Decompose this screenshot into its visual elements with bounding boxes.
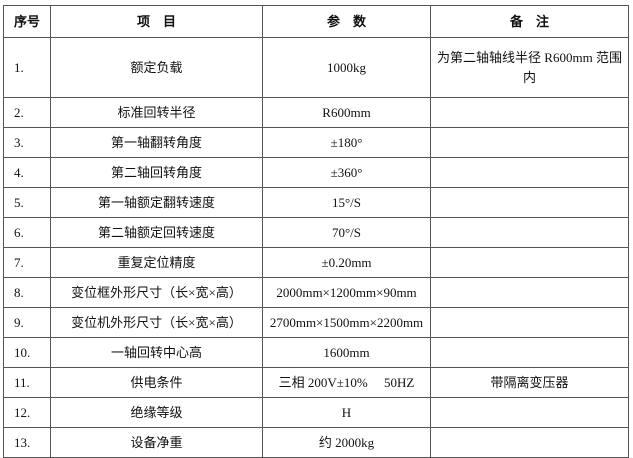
row-number: 3. bbox=[3, 127, 51, 158]
header-cell: 参 数 bbox=[262, 5, 431, 38]
note-cell: 带隔离变压器 bbox=[430, 367, 629, 398]
header-cell: 项 目 bbox=[50, 5, 263, 38]
item-cell: 额定负载 bbox=[50, 37, 263, 98]
row-number: 10. bbox=[3, 337, 51, 368]
row-number: 7. bbox=[3, 247, 51, 278]
note-cell bbox=[430, 397, 629, 428]
row-number: 1. bbox=[3, 37, 51, 98]
param-cell: ±180° bbox=[262, 127, 431, 158]
param-cell: 三相 200V±10% 50HZ bbox=[262, 367, 431, 398]
row-number: 11. bbox=[3, 367, 51, 398]
table-row: 5. 第一轴额定翻转速度 15°/S bbox=[3, 187, 629, 218]
row-number: 5. bbox=[3, 187, 51, 218]
table-row: 4. 第二轴回转角度 ±360° bbox=[3, 157, 629, 188]
header-cell: 备 注 bbox=[430, 5, 629, 38]
item-cell: 第一轴翻转角度 bbox=[50, 127, 263, 158]
param-cell: 15°/S bbox=[262, 187, 431, 218]
row-number: 12. bbox=[3, 397, 51, 428]
param-cell: H bbox=[262, 397, 431, 428]
table-row: 8. 变位框外形尺寸（长×宽×高） 2000mm×1200mm×90mm bbox=[3, 277, 629, 308]
item-cell: 变位机外形尺寸（长×宽×高） bbox=[50, 307, 263, 338]
param-cell: ±0.20mm bbox=[262, 247, 431, 278]
row-number: 2. bbox=[3, 97, 51, 128]
item-cell: 变位框外形尺寸（长×宽×高） bbox=[50, 277, 263, 308]
param-cell: 1600mm bbox=[262, 337, 431, 368]
item-cell: 第二轴回转角度 bbox=[50, 157, 263, 188]
item-cell: 一轴回转中心高 bbox=[50, 337, 263, 368]
row-number: 6. bbox=[3, 217, 51, 248]
header-row: 序号项 目参 数备 注 bbox=[3, 5, 629, 38]
note-cell bbox=[430, 187, 629, 218]
note-cell bbox=[430, 97, 629, 128]
header-cell: 序号 bbox=[3, 5, 51, 38]
note-cell bbox=[430, 217, 629, 248]
note-cell bbox=[430, 307, 629, 338]
note-cell bbox=[430, 337, 629, 368]
note-cell bbox=[430, 277, 629, 308]
param-cell: 2700mm×1500mm×2200mm bbox=[262, 307, 431, 338]
item-cell: 重复定位精度 bbox=[50, 247, 263, 278]
table-row: 3. 第一轴翻转角度 ±180° bbox=[3, 127, 629, 158]
note-cell bbox=[430, 127, 629, 158]
table-row: 13. 设备净重约 2000kg bbox=[3, 427, 629, 458]
table-row: 9. 变位机外形尺寸（长×宽×高） 2700mm×1500mm×2200mm bbox=[3, 307, 629, 338]
param-cell: 2000mm×1200mm×90mm bbox=[262, 277, 431, 308]
row-number: 9. bbox=[3, 307, 51, 338]
item-cell: 第一轴额定翻转速度 bbox=[50, 187, 263, 218]
table-row: 12. 绝缘等级 H bbox=[3, 397, 629, 428]
row-number: 4. bbox=[3, 157, 51, 188]
item-cell: 绝缘等级 bbox=[50, 397, 263, 428]
note-cell: 为第二轴轴线半径 R600mm 范围内 bbox=[430, 37, 629, 98]
table-row: 2. 标准回转半径 R600mm bbox=[3, 97, 629, 128]
table-row: 11. 供电条件 三相 200V±10% 50HZ 带隔离变压器 bbox=[3, 367, 629, 398]
param-cell: ±360° bbox=[262, 157, 431, 188]
table-row: 10. 一轴回转中心高 1600mm bbox=[3, 337, 629, 368]
item-cell: 设备净重 bbox=[50, 427, 263, 458]
param-cell: 约 2000kg bbox=[262, 427, 431, 458]
item-cell: 供电条件 bbox=[50, 367, 263, 398]
item-cell: 标准回转半径 bbox=[50, 97, 263, 128]
table-row: 7. 重复定位精度 ±0.20mm bbox=[3, 247, 629, 278]
table-row: 6. 第二轴额定回转速度 70°/S bbox=[3, 217, 629, 248]
table-row: 1. 额定负载 1000kg 为第二轴轴线半径 R600mm 范围内 bbox=[3, 37, 629, 98]
spec-table: 序号项 目参 数备 注 1. 额定负载 1000kg 为第二轴轴线半径 R600mm … bbox=[3, 5, 629, 458]
param-cell: 1000kg bbox=[262, 37, 431, 98]
note-cell bbox=[430, 247, 629, 278]
row-number: 13. bbox=[3, 427, 51, 458]
note-cell bbox=[430, 157, 629, 188]
param-cell: R600mm bbox=[262, 97, 431, 128]
note-cell bbox=[430, 427, 629, 458]
item-cell: 第二轴额定回转速度 bbox=[50, 217, 263, 248]
param-cell: 70°/S bbox=[262, 217, 431, 248]
row-number: 8. bbox=[3, 277, 51, 308]
